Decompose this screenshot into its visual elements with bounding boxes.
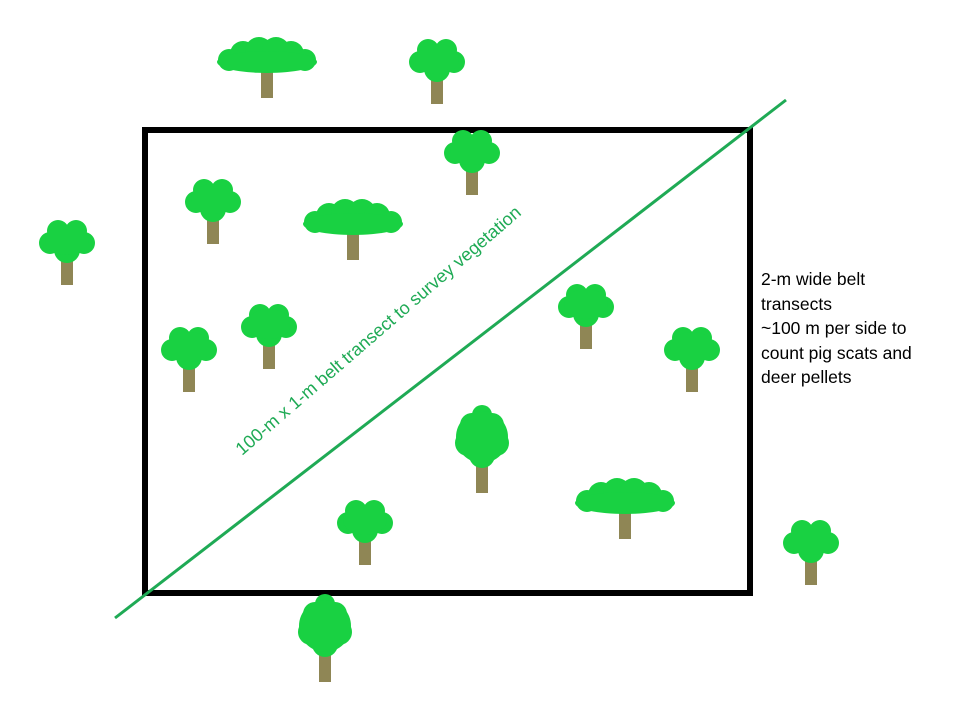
- tree-icon: [39, 220, 95, 285]
- tree-icon: [783, 520, 839, 585]
- tree-icon: [241, 304, 297, 369]
- tree-icon: [298, 594, 352, 682]
- pellet-transect-note: 2-m wide belt transects ~100 m per side …: [761, 267, 960, 390]
- note-line: ~100 m per side to: [761, 318, 907, 338]
- vegetation-transect-line: [114, 98, 787, 620]
- tree-icon: [185, 179, 241, 244]
- tree-icon: [664, 327, 720, 392]
- note-line: 2-m wide belt: [761, 269, 866, 289]
- tree-icon: [217, 37, 317, 98]
- tree-icon: [455, 405, 509, 493]
- tree-icon: [575, 478, 675, 539]
- tree-icon: [337, 500, 393, 565]
- note-line: count pig scats and: [761, 342, 912, 363]
- tree-icon: [444, 130, 500, 195]
- note-line: transects: [761, 293, 832, 314]
- plot-outline: [142, 127, 753, 596]
- tree-icon: [409, 39, 465, 104]
- tree-icon: [161, 327, 217, 392]
- tree-icon: [558, 284, 614, 349]
- tree-icon: [303, 199, 403, 260]
- note-line: deer pellets: [761, 367, 852, 387]
